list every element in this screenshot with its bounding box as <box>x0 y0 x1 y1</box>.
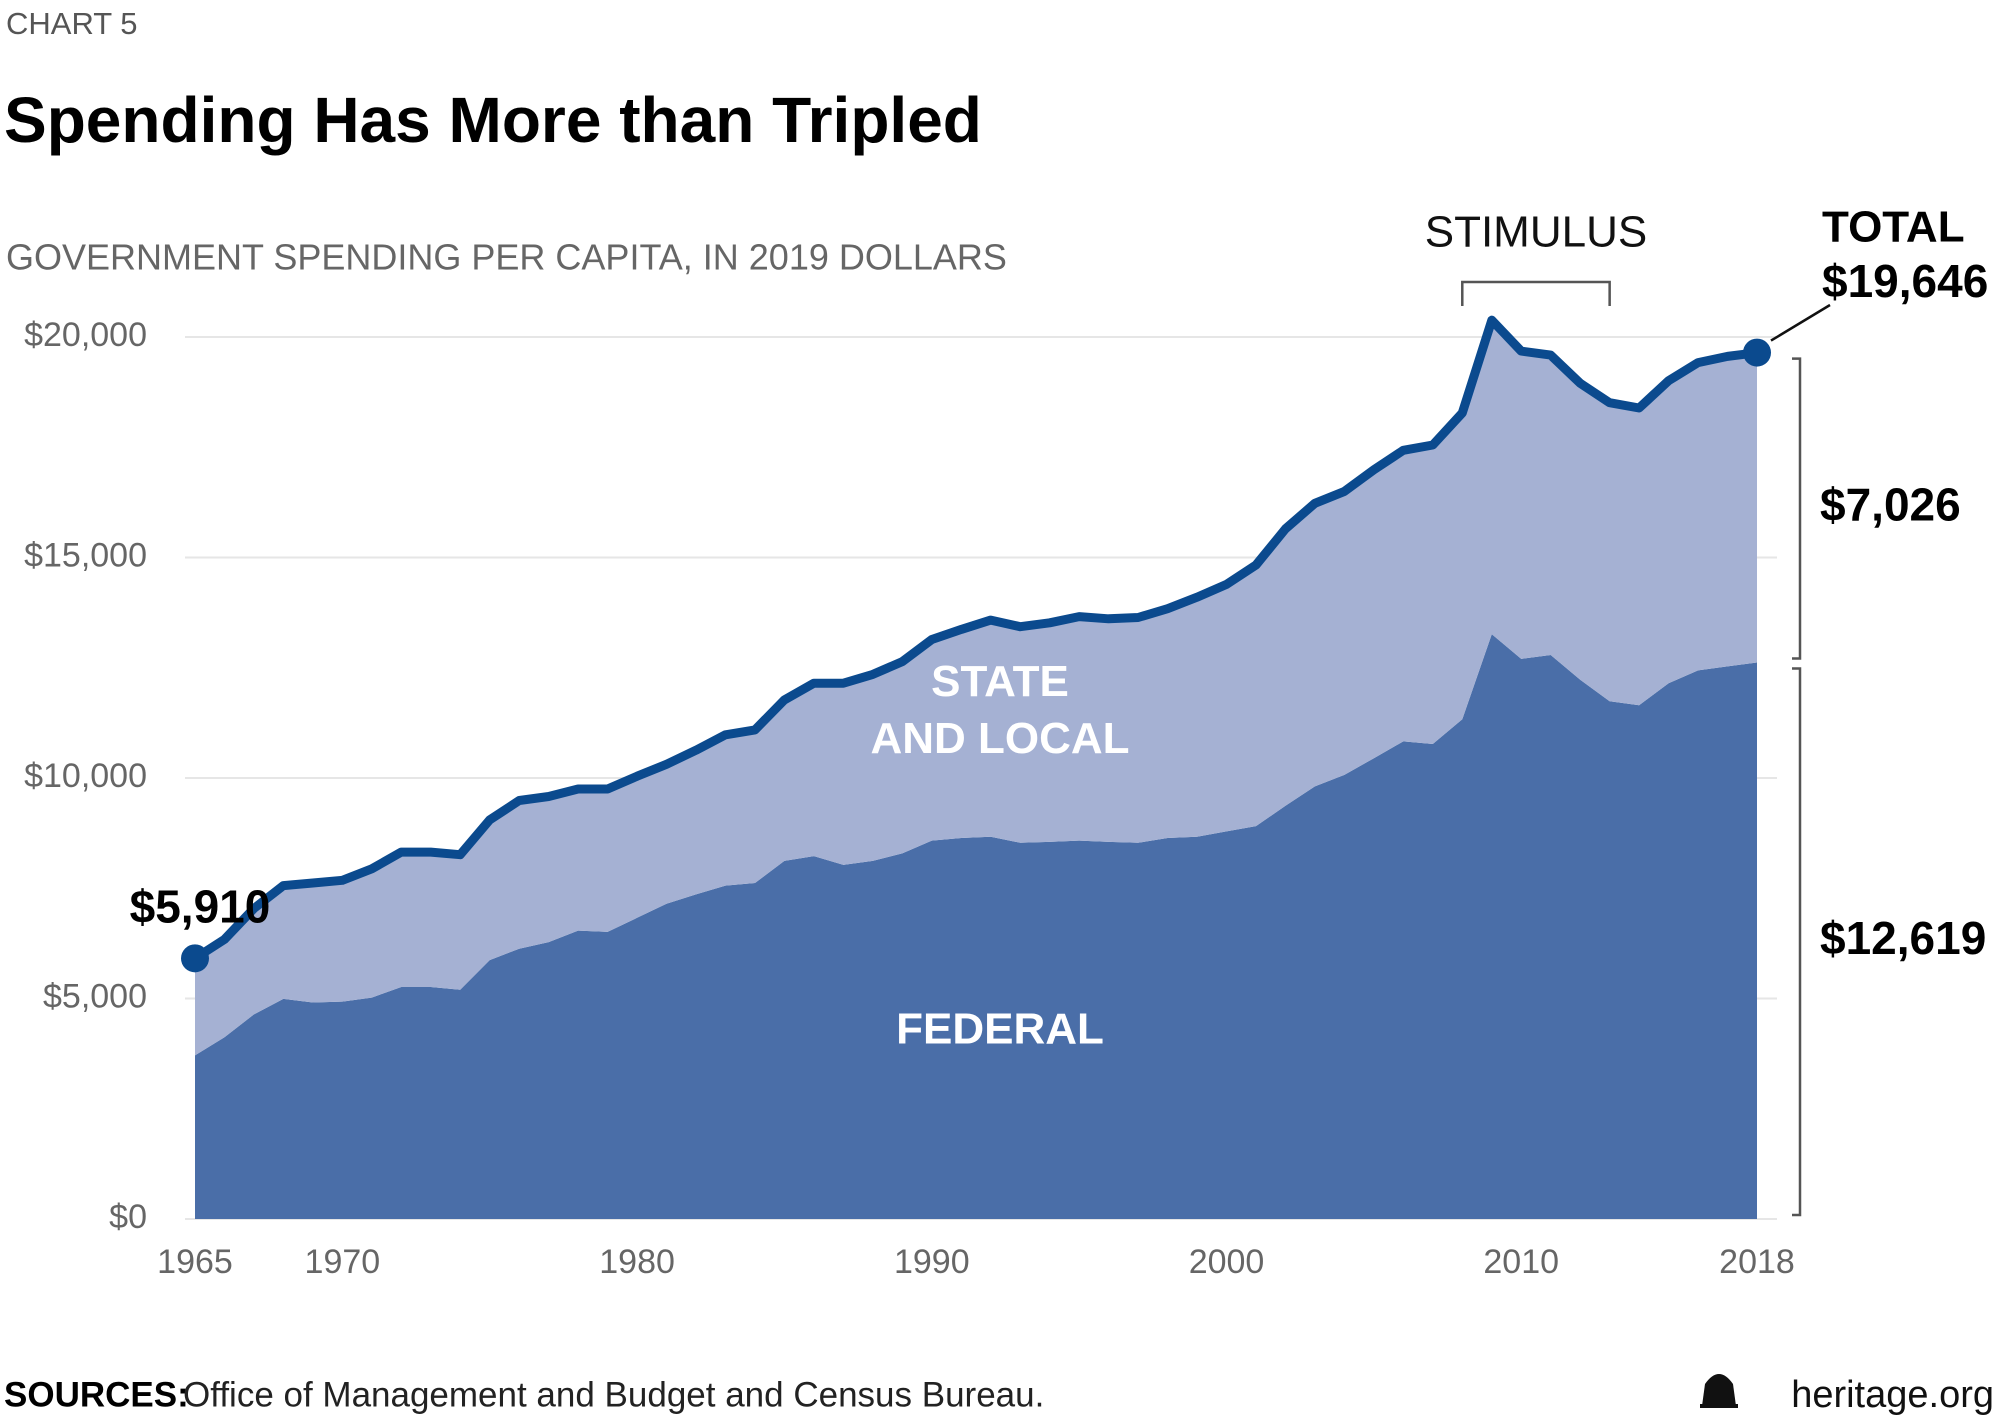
series-label-line: STATE <box>931 657 1069 706</box>
area <box>195 634 1757 1219</box>
series-label-line: AND LOCAL <box>870 714 1129 763</box>
end-label: $12,619 <box>1820 912 1986 964</box>
stimulus-bracket <box>1461 280 1611 306</box>
series-label: FEDERAL <box>896 1005 1104 1054</box>
y-tick-label: $0 <box>109 1198 147 1236</box>
x-tick-label: 2000 <box>1189 1243 1265 1281</box>
x-tick-label: 1990 <box>894 1243 970 1281</box>
kicker: CHART 5 <box>6 6 138 41</box>
brand: heritage.org <box>1791 1374 1994 1416</box>
x-tick-label: 1980 <box>599 1243 675 1281</box>
annotation-heading: TOTAL <box>1822 203 1965 252</box>
subtitle: GOVERNMENT SPENDING PER CAPITA, IN 2019 … <box>6 237 1007 278</box>
bracket <box>1792 357 1802 660</box>
total-line <box>192 315 1758 963</box>
x-tick-label: 1965 <box>157 1243 233 1281</box>
sources-label: SOURCES: <box>4 1375 189 1414</box>
y-tick-label: $5,000 <box>43 977 147 1015</box>
brand-logo <box>1700 1374 1738 1408</box>
y-tick-label: $20,000 <box>24 316 147 354</box>
sources: Office of Management and Budget and Cens… <box>183 1375 1044 1414</box>
annotation-label: $19,646 <box>1822 255 1988 307</box>
bracket <box>1792 667 1802 1217</box>
y-tick-label: $10,000 <box>24 757 147 795</box>
area <box>195 320 1757 1056</box>
annotation-leader <box>1770 303 1831 342</box>
annotation-marker <box>181 944 209 973</box>
chart-title: Spending Has More than Tripled <box>4 84 982 156</box>
y-tick-label: $15,000 <box>24 536 147 574</box>
annotation-marker <box>1743 338 1771 367</box>
series-label: STATE AND LOCAL <box>870 657 1129 763</box>
x-tick-label: 2018 <box>1719 1243 1795 1281</box>
x-tick-label: 1970 <box>305 1243 381 1281</box>
annotation-label: $5,910 <box>130 881 271 933</box>
x-tick-label: 2010 <box>1483 1243 1559 1281</box>
end-label: $7,026 <box>1820 479 1961 531</box>
stimulus-label: STIMULUS <box>1425 208 1647 257</box>
